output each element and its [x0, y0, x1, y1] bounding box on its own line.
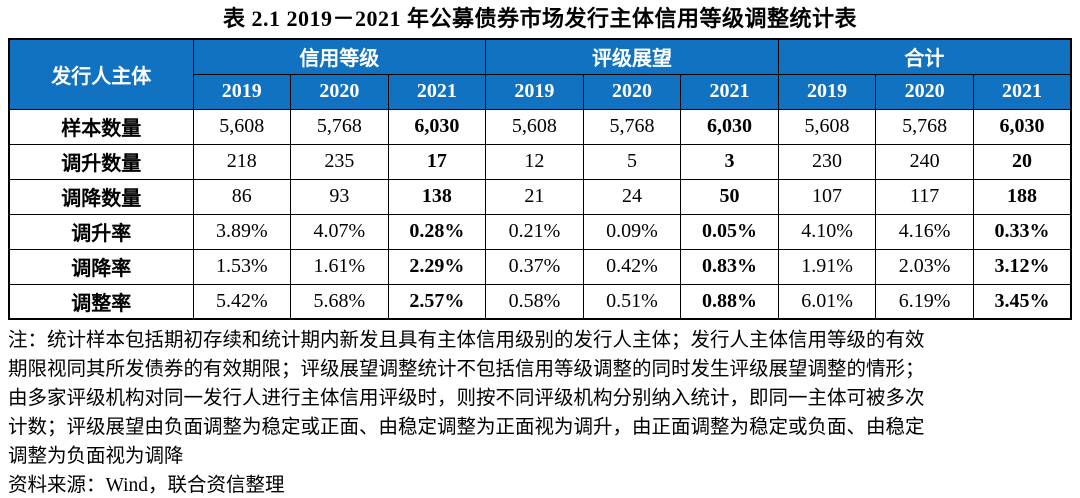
cell: 3.12% — [972, 248, 1072, 285]
cell: 0.37% — [485, 248, 584, 285]
table-row: 调降率 1.53% 1.61% 2.29% 0.37% 0.42% 0.83% 1.91% 2.… — [8, 248, 1072, 285]
cell: 0.83% — [680, 248, 779, 285]
cell: 6,030 — [387, 108, 487, 145]
cell: 2.03% — [875, 248, 974, 285]
cell: 0.21% — [485, 213, 584, 250]
cell: 0.05% — [680, 213, 779, 250]
cell: 230 — [777, 143, 877, 180]
group-header-total: 合计 — [777, 38, 1072, 75]
group-header-credit-rating: 信用等级 — [192, 38, 487, 75]
cell: 1.53% — [192, 248, 292, 285]
table-title: 表 2.1 2019－2021 年公募债券市场发行主体信用等级调整统计表 — [222, 6, 857, 31]
cell: 0.33% — [972, 213, 1072, 250]
group-header-row: 发行人主体 信用等级 评级展望 合计 — [8, 38, 1072, 110]
cell: 5,768 — [290, 108, 389, 145]
cell: 1.91% — [777, 248, 877, 285]
cell: 12 — [485, 143, 584, 180]
row-label: 调升率 — [8, 213, 194, 250]
cell: 6.01% — [777, 283, 877, 320]
cell: 3.45% — [972, 283, 1072, 320]
cell: 235 — [290, 143, 389, 180]
cell: 5.68% — [290, 283, 389, 320]
table-body: 样本数量 5,608 5,768 6,030 5,608 5,768 6,030 5,608 5… — [8, 108, 1072, 320]
note-line: 计数；评级展望由负面调整为稳定或正面、由稳定调整为正面视为调升，由正面调整为稳定… — [8, 417, 925, 438]
cell: 107 — [777, 178, 877, 215]
cell: 5,608 — [192, 108, 292, 145]
cell: 6,030 — [972, 108, 1072, 145]
note-line: 期限视同其所发债券的有效期限；评级展望调整统计不包括信用等级调整的同时发生评级展… — [8, 359, 925, 380]
cell: 24 — [582, 178, 682, 215]
cell: 6.19% — [875, 283, 974, 320]
table-row: 调降数量 86 93 138 21 24 50 107 117 188 — [8, 178, 1072, 215]
cell: 5,768 — [582, 108, 682, 145]
cell: 3 — [680, 143, 779, 180]
note-line: 注：统计样本包括期初存续和统计期内新发且具有主体信用级别的发行人主体；发行人主体… — [8, 330, 925, 351]
year-header: 2020 — [875, 73, 974, 110]
cell: 4.16% — [875, 213, 974, 250]
cell: 17 — [387, 143, 487, 180]
year-header: 2021 — [972, 73, 1072, 110]
credit-rating-adjustment-table: 发行人主体 信用等级 评级展望 合计 2019 2020 2021 2019 2… — [8, 38, 1072, 320]
cell: 86 — [192, 178, 292, 215]
table-row: 样本数量 5,608 5,768 6,030 5,608 5,768 6,030 5,608 5… — [8, 108, 1072, 145]
table-row: 调升数量 218 235 17 12 5 3 230 240 20 — [8, 143, 1072, 180]
year-header: 2021 — [680, 73, 779, 110]
note-line: 调整为负面视为调降 — [8, 446, 184, 467]
year-header: 2020 — [290, 73, 389, 110]
cell: 1.61% — [290, 248, 389, 285]
cell: 5,608 — [485, 108, 584, 145]
cell: 21 — [485, 178, 584, 215]
table-row: 调升率 3.89% 4.07% 0.28% 0.21% 0.09% 0.05% 4.10% 4.… — [8, 213, 1072, 250]
cell: 0.42% — [582, 248, 682, 285]
group-header-rating-outlook: 评级展望 — [485, 38, 779, 75]
row-label: 调整率 — [8, 283, 194, 320]
year-header: 2019 — [192, 73, 292, 110]
cell: 3.89% — [192, 213, 292, 250]
cell: 117 — [875, 178, 974, 215]
cell: 2.29% — [387, 248, 487, 285]
cell: 2.57% — [387, 283, 487, 320]
year-header: 2019 — [777, 73, 877, 110]
year-header: 2019 — [485, 73, 584, 110]
cell: 188 — [972, 178, 1072, 215]
year-header: 2020 — [582, 73, 682, 110]
row-label: 调降率 — [8, 248, 194, 285]
year-header: 2021 — [387, 73, 487, 110]
footnotes: 注：统计样本包括期初存续和统计期内新发且具有主体信用级别的发行人主体；发行人主体… — [8, 326, 1072, 498]
cell: 0.09% — [582, 213, 682, 250]
cell: 5,768 — [875, 108, 974, 145]
cell: 218 — [192, 143, 292, 180]
cell: 50 — [680, 178, 779, 215]
row-label: 样本数量 — [8, 108, 194, 145]
cell: 5.42% — [192, 283, 292, 320]
cell: 5,608 — [777, 108, 877, 145]
cell: 138 — [387, 178, 487, 215]
cell: 0.58% — [485, 283, 584, 320]
row-label: 调降数量 — [8, 178, 194, 215]
cell: 4.10% — [777, 213, 877, 250]
cell: 93 — [290, 178, 389, 215]
cell: 0.28% — [387, 213, 487, 250]
cell: 5 — [582, 143, 682, 180]
year-header-row: 2019 2020 2021 2019 2020 2021 2019 2020 … — [9, 73, 1072, 110]
row-label: 调升数量 — [8, 143, 194, 180]
cell: 20 — [972, 143, 1072, 180]
table-row: 调整率 5.42% 5.68% 2.57% 0.58% 0.51% 0.88% 6.01% 6.… — [8, 283, 1072, 320]
cell: 4.07% — [290, 213, 389, 250]
cell: 0.51% — [582, 283, 682, 320]
cell: 6,030 — [680, 108, 779, 145]
cell: 240 — [875, 143, 974, 180]
table-header: 发行人主体 信用等级 评级展望 合计 2019 2020 2021 2019 2… — [8, 38, 1072, 110]
cell: 0.88% — [680, 283, 779, 320]
corner-header: 发行人主体 — [8, 38, 194, 110]
source-line: 资料来源：Wind，联合资信整理 — [8, 475, 285, 496]
note-line: 由多家评级机构对同一发行人进行主体信用评级时，则按不同评级机构分别纳入统计，即同… — [8, 388, 925, 409]
